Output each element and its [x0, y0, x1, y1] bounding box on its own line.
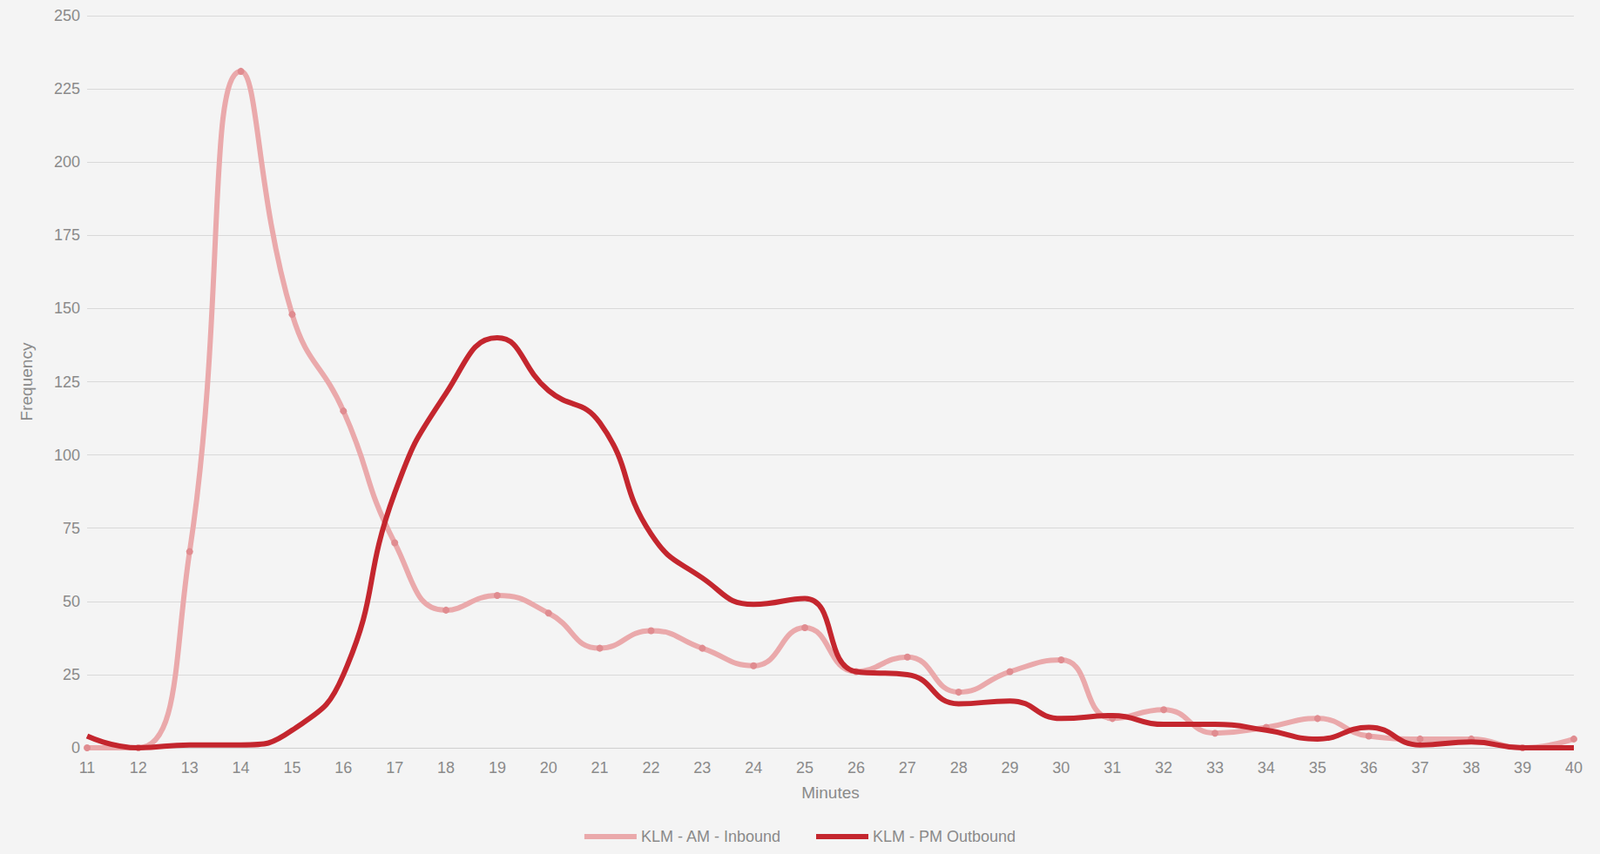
svg-text:27: 27 — [898, 759, 917, 777]
svg-text:25: 25 — [62, 666, 81, 684]
svg-text:16: 16 — [334, 759, 352, 777]
svg-text:40: 40 — [1565, 759, 1583, 777]
svg-text:13: 13 — [181, 759, 199, 777]
svg-text:39: 39 — [1513, 759, 1532, 777]
svg-text:38: 38 — [1462, 759, 1480, 777]
svg-text:12: 12 — [129, 759, 148, 777]
svg-text:26: 26 — [847, 759, 865, 777]
svg-text:32: 32 — [1154, 759, 1173, 777]
svg-text:0: 0 — [71, 739, 81, 757]
svg-text:24: 24 — [744, 759, 763, 777]
svg-text:KLM - AM - Inbound: KLM - AM - Inbound — [641, 828, 781, 846]
svg-text:225: 225 — [54, 80, 81, 98]
svg-text:22: 22 — [641, 759, 660, 777]
svg-text:21: 21 — [591, 759, 609, 777]
svg-text:31: 31 — [1103, 759, 1121, 777]
svg-text:200: 200 — [54, 153, 81, 171]
svg-text:75: 75 — [62, 519, 81, 538]
svg-text:23: 23 — [693, 759, 711, 777]
svg-text:175: 175 — [54, 226, 81, 244]
svg-text:20: 20 — [540, 759, 558, 777]
svg-text:25: 25 — [796, 759, 814, 777]
svg-text:34: 34 — [1257, 759, 1276, 777]
svg-text:150: 150 — [54, 299, 81, 318]
svg-text:100: 100 — [54, 446, 81, 465]
svg-text:250: 250 — [54, 6, 81, 25]
svg-text:28: 28 — [950, 759, 968, 777]
svg-text:19: 19 — [488, 759, 507, 777]
svg-text:37: 37 — [1410, 759, 1429, 777]
svg-text:15: 15 — [283, 759, 301, 777]
svg-text:35: 35 — [1309, 759, 1327, 777]
svg-text:KLM - PM Outbound: KLM - PM Outbound — [872, 828, 1016, 846]
svg-text:125: 125 — [54, 373, 81, 392]
svg-text:Minutes: Minutes — [801, 783, 860, 803]
svg-text:11: 11 — [79, 759, 96, 777]
svg-text:29: 29 — [1001, 759, 1020, 777]
svg-text:36: 36 — [1360, 759, 1378, 777]
svg-text:17: 17 — [385, 759, 404, 777]
svg-text:50: 50 — [62, 593, 81, 611]
svg-text:30: 30 — [1052, 759, 1070, 777]
svg-text:33: 33 — [1206, 759, 1224, 777]
svg-text:18: 18 — [437, 759, 455, 777]
svg-text:Frequency: Frequency — [17, 342, 36, 421]
svg-text:14: 14 — [232, 759, 250, 777]
